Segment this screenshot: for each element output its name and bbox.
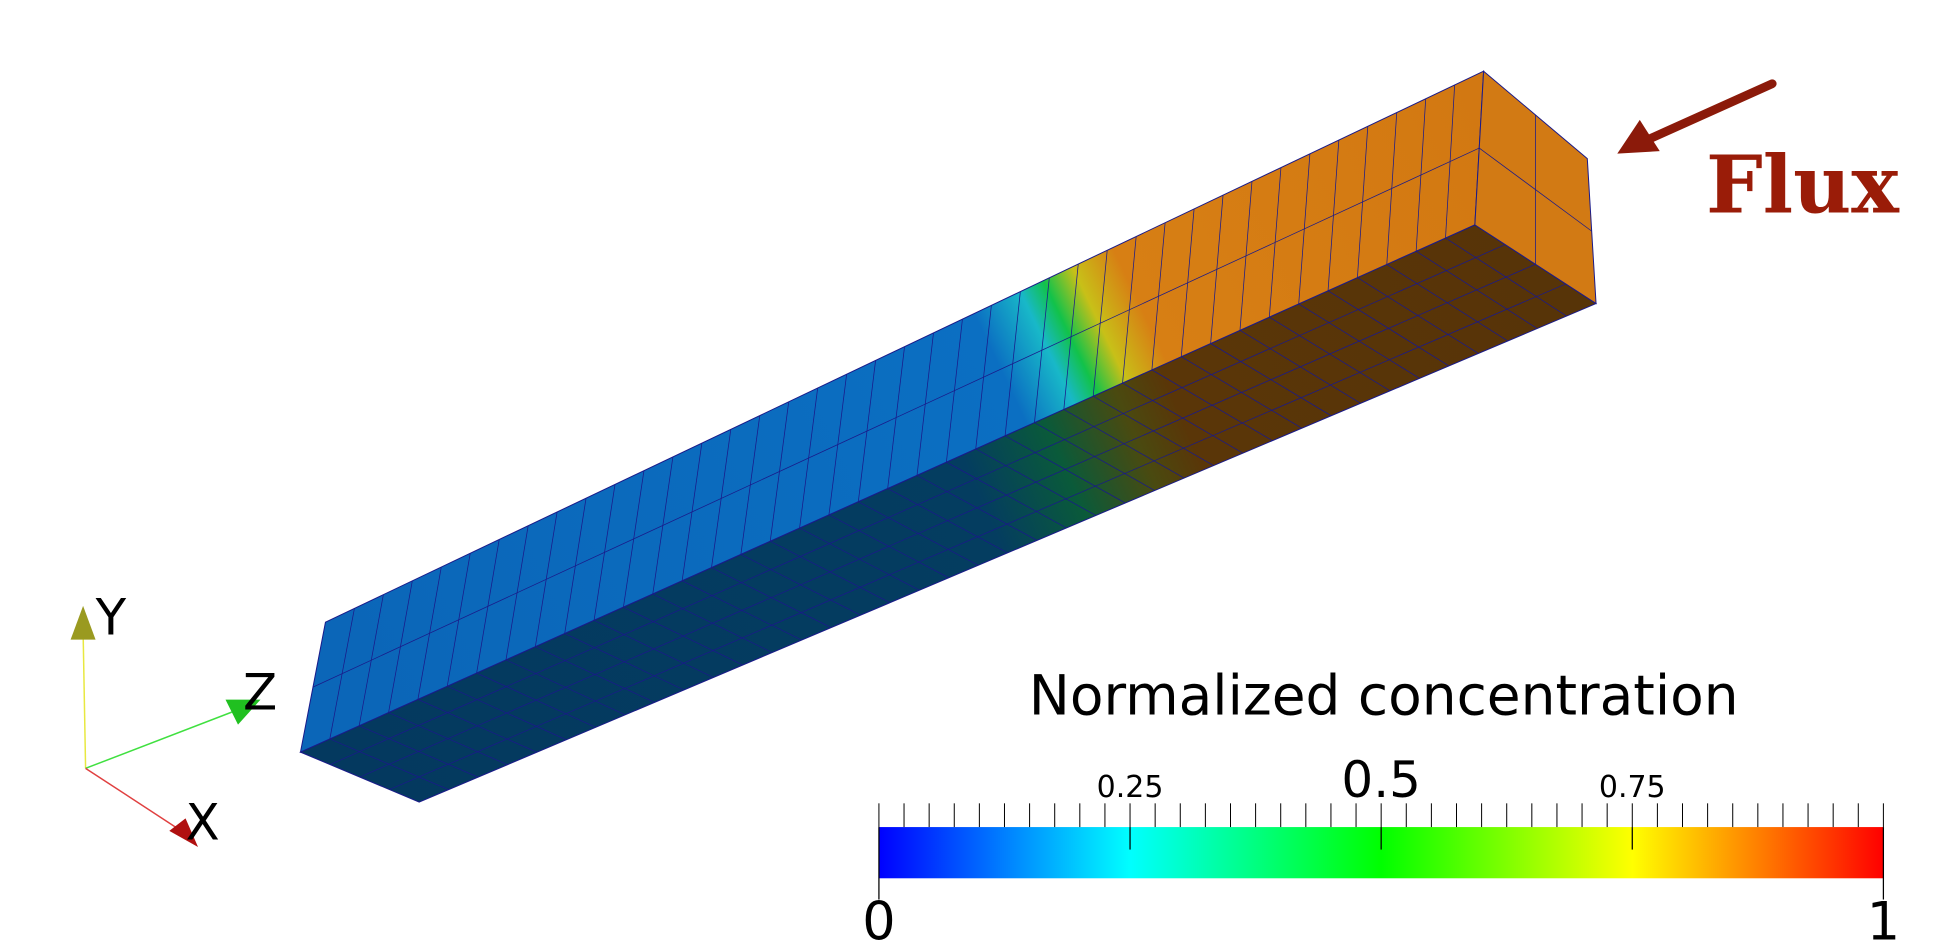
scene: Y Z X Flux Normalized concentration 0 0.2… bbox=[0, 0, 1939, 952]
flux-label: Flux bbox=[1706, 137, 1900, 231]
colorbar-title: Normalized concentration bbox=[1029, 664, 1739, 728]
page: Y Z X Flux Normalized concentration 0 0.2… bbox=[0, 0, 1939, 952]
tick-label: 0.75 bbox=[1599, 770, 1666, 805]
colorbar: Normalized concentration 0 0.25 0.5 0.75 1 bbox=[862, 664, 1900, 952]
z-axis-line bbox=[86, 712, 232, 768]
axes-triad: Y Z X bbox=[71, 589, 278, 852]
tick-label: 0.5 bbox=[1341, 751, 1420, 809]
tick-label: 0 bbox=[862, 892, 895, 952]
tick-label: 1 bbox=[1867, 892, 1900, 952]
flux-annotation: Flux bbox=[1617, 84, 1900, 232]
tick-label: 0.25 bbox=[1097, 770, 1164, 805]
y-axis-cone bbox=[71, 606, 96, 640]
y-axis-line bbox=[83, 631, 85, 768]
z-axis-label: Z bbox=[243, 664, 277, 722]
x-axis-line bbox=[86, 768, 176, 827]
flux-arrow-shaft bbox=[1647, 84, 1772, 140]
y-axis-label: Y bbox=[95, 589, 127, 647]
x-axis-label: X bbox=[186, 794, 220, 852]
